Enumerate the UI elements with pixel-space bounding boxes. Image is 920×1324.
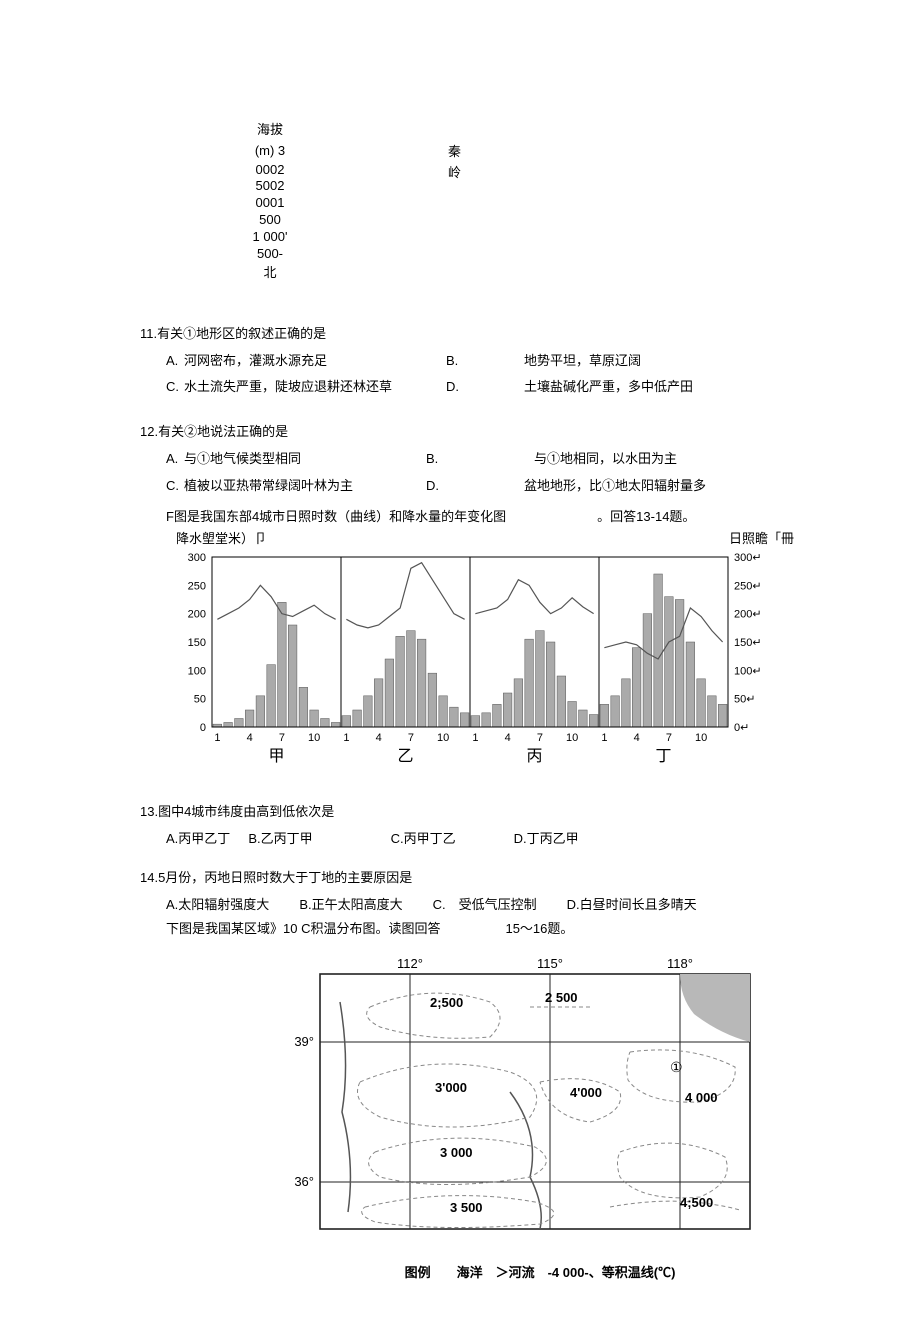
svg-text:0: 0 bbox=[200, 722, 206, 734]
svg-text:115°: 115° bbox=[537, 956, 563, 971]
q13-option-c: C.丙甲丁乙 bbox=[391, 829, 456, 850]
svg-text:300↵: 300↵ bbox=[734, 552, 762, 564]
svg-text:10: 10 bbox=[695, 732, 707, 744]
svg-text:①: ① bbox=[670, 1059, 683, 1075]
svg-text:100↵: 100↵ bbox=[734, 666, 762, 678]
svg-text:150↵: 150↵ bbox=[734, 637, 762, 649]
svg-text:甲: 甲 bbox=[268, 748, 284, 765]
profile-unit: (m) 3 bbox=[180, 141, 360, 162]
question-12: 12.有关②地说法正确的是 A.与①地气候类型相同 B.与①地相同，以水田为主 … bbox=[140, 422, 800, 527]
q14-option-a: A.太阳辐射强度大 bbox=[166, 895, 269, 916]
q13-option-d: D. 丁丙乙甲 bbox=[514, 829, 579, 850]
svg-text:36°: 36° bbox=[294, 1174, 314, 1189]
svg-text:4: 4 bbox=[247, 732, 253, 744]
svg-text:200↵: 200↵ bbox=[734, 609, 762, 621]
q12-option-d: D.盆地地形，比①地太阳辐射量多 bbox=[426, 476, 786, 497]
svg-text:1: 1 bbox=[601, 732, 607, 744]
profile-title: 海拔 bbox=[180, 120, 360, 141]
sunshine-precip-chart: 降水塱堂米）卩 日照瞻「冊 0501001502002503000↵50↵100… bbox=[170, 547, 800, 784]
svg-text:丁: 丁 bbox=[655, 748, 671, 765]
question-13: 13.图中4城市纬度由高到低依次是 A.丙甲乙丁 B.乙丙丁甲 C.丙甲丁乙 D… bbox=[140, 802, 800, 850]
q13-stem: 13.图中4城市纬度由高到低依次是 bbox=[140, 802, 800, 823]
svg-text:3'000: 3'000 bbox=[435, 1080, 467, 1095]
svg-text:乙: 乙 bbox=[397, 748, 413, 765]
svg-text:4: 4 bbox=[634, 732, 640, 744]
question-14: 14.5月份，丙地日照时数大于丁地的主要原因是 A.太阳辐射强度大 B.正午太阳… bbox=[140, 868, 800, 940]
svg-text:10: 10 bbox=[308, 732, 320, 744]
svg-text:2 500: 2 500 bbox=[545, 990, 578, 1005]
q14-option-c: C. 受低气压控制 bbox=[433, 895, 537, 916]
svg-text:4: 4 bbox=[376, 732, 382, 744]
svg-text:100: 100 bbox=[188, 666, 206, 678]
q14-stem: 14.5月份，丙地日照时数大于丁地的主要原因是 bbox=[140, 868, 800, 889]
svg-text:118°: 118° bbox=[667, 956, 693, 971]
q12-stem: 12.有关②地说法正确的是 bbox=[140, 422, 800, 443]
svg-text:39°: 39° bbox=[294, 1034, 314, 1049]
svg-text:50↵: 50↵ bbox=[734, 694, 755, 706]
svg-text:300: 300 bbox=[188, 552, 206, 564]
q13-option-b: B.乙丙丁甲 bbox=[248, 829, 312, 850]
q12-option-b: B.与①地相同，以水田为主 bbox=[426, 449, 786, 470]
svg-text:0↵: 0↵ bbox=[734, 722, 749, 734]
profile-direction: 北 bbox=[180, 263, 360, 284]
svg-text:1: 1 bbox=[343, 732, 349, 744]
map-legend: 图例 海洋 ＞河流 -4 000-、等积温线(℃) bbox=[280, 1263, 800, 1284]
svg-text:4'000: 4'000 bbox=[570, 1085, 602, 1100]
svg-text:250: 250 bbox=[188, 581, 206, 593]
question-11: 11.有关①地形区的叙述正确的是 A.河网密布，灌溉水源充足 B.地势平坦，草原… bbox=[140, 324, 800, 404]
q11-option-b: B.地势平坦，草原辽阔 bbox=[446, 351, 786, 372]
svg-text:4: 4 bbox=[505, 732, 511, 744]
svg-text:7: 7 bbox=[408, 732, 414, 744]
chart-right-axis-label: 日照瞻「冊 bbox=[729, 529, 794, 550]
svg-text:3 000: 3 000 bbox=[440, 1145, 473, 1160]
q14-option-d: D.白昼时间长且多晴天 bbox=[567, 895, 697, 916]
svg-text:4;500: 4;500 bbox=[680, 1195, 713, 1210]
chart-svg: 0 50 100 150 200 250 300 0↵ 50↵ 100↵ 150↵ 200↵ 250↵ 3… bbox=[170, 547, 770, 777]
svg-text:150: 150 bbox=[188, 637, 206, 649]
q12-option-a: A.与①地气候类型相同 bbox=[166, 449, 426, 470]
q11-stem: 11.有关①地形区的叙述正确的是 bbox=[140, 324, 800, 345]
svg-text:112°: 112° bbox=[397, 956, 423, 971]
svg-text:7: 7 bbox=[537, 732, 543, 744]
svg-text:3 500: 3 500 bbox=[450, 1200, 483, 1215]
accumulated-temp-map: 112° 115° 118° 39° 36° 2;500 2 500 3'000 4'000 3 … bbox=[280, 952, 800, 1284]
q11-option-d: D.土壤盐碱化严重，多中低产田 bbox=[446, 377, 786, 398]
svg-text:7: 7 bbox=[279, 732, 285, 744]
q14-context: 下图是我国某区域》10 C积温分布图。读图回答 15～16题。 bbox=[140, 919, 800, 940]
svg-text:1: 1 bbox=[472, 732, 478, 744]
svg-text:10: 10 bbox=[566, 732, 578, 744]
q13-option-a: A.丙甲乙丁 bbox=[166, 829, 230, 850]
svg-text:200: 200 bbox=[188, 609, 206, 621]
q11-option-a: A.河网密布，灌溉水源充足 bbox=[166, 351, 446, 372]
map-svg: 112° 115° 118° 39° 36° 2;500 2 500 3'000 4'000 3 … bbox=[280, 952, 770, 1252]
q11-option-c: C.水土流失严重，陡坡应退耕还林还草 bbox=[166, 377, 446, 398]
svg-text:1: 1 bbox=[214, 732, 220, 744]
elevation-profile: 海拔 (m) 3 秦岭 0002500200015001 000'500- 北 bbox=[180, 120, 360, 284]
svg-text:2;500: 2;500 bbox=[430, 995, 463, 1010]
profile-mountain-label: 秦岭 bbox=[448, 142, 461, 184]
svg-text:10: 10 bbox=[437, 732, 449, 744]
svg-text:7: 7 bbox=[666, 732, 672, 744]
q12-context: F图是我国东部4城市日照时数（曲线）和降水量的年变化图 。回答13-14题。 bbox=[140, 507, 800, 528]
profile-scale: 0002500200015001 000'500- bbox=[180, 162, 360, 263]
q14-option-b: B.正午太阳高度大 bbox=[299, 895, 402, 916]
svg-text:50: 50 bbox=[194, 694, 206, 706]
svg-text:4 000: 4 000 bbox=[685, 1090, 718, 1105]
svg-text:丙: 丙 bbox=[526, 748, 542, 765]
svg-text:250↵: 250↵ bbox=[734, 581, 762, 593]
q12-option-c: C.植被以亚热带常绿阔叶林为主 bbox=[166, 476, 426, 497]
chart-left-axis-label: 降水塱堂米）卩 bbox=[176, 529, 267, 550]
